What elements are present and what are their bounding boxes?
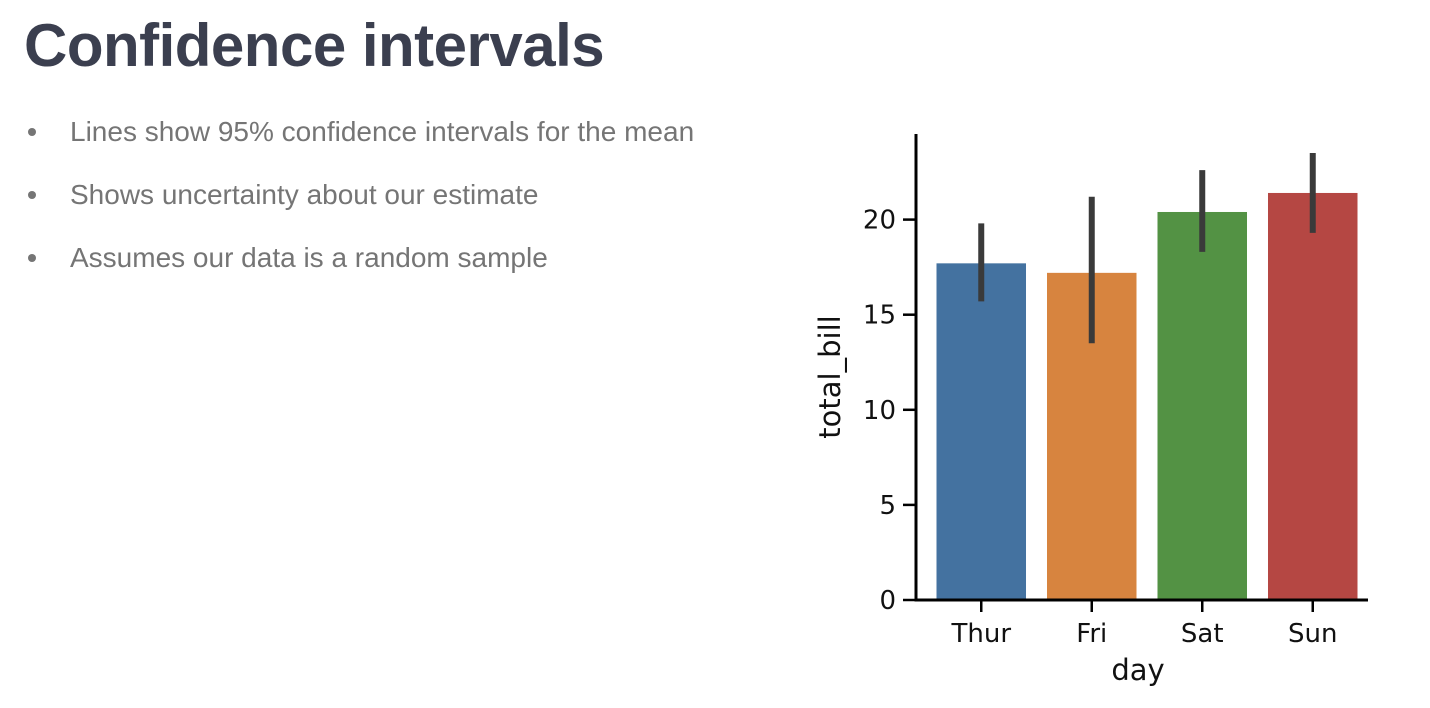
y-tick-label: 15: [863, 301, 896, 331]
bullet-dot-icon: [28, 191, 36, 199]
y-tick-label: 0: [879, 586, 896, 616]
bullet-dot-icon: [28, 128, 36, 136]
x-tick-label: Sat: [1181, 619, 1224, 649]
bullet-dot-icon: [28, 254, 36, 262]
slide-title: Confidence intervals: [24, 12, 605, 79]
bullet-item: Lines show 95% confidence intervals for …: [24, 108, 714, 156]
x-tick-label: Thur: [950, 619, 1011, 649]
x-tick-label: Sun: [1288, 619, 1337, 649]
y-axis-label: total_bill: [813, 315, 847, 438]
y-tick-label: 10: [863, 396, 896, 426]
bullet-item: Assumes our data is a random sample: [24, 234, 714, 282]
bullet-text: Assumes our data is a random sample: [70, 242, 548, 273]
bar-sat: [1157, 211, 1248, 600]
x-axis-label: day: [1111, 653, 1164, 687]
y-tick-label: 5: [879, 491, 896, 521]
bar-chart: 0 5 10 15 20 Thur Fri Sat Sun day total_bill: [813, 134, 1368, 687]
x-tick-label: Fri: [1076, 619, 1107, 649]
bullet-list: Lines show 95% confidence intervals for …: [24, 108, 714, 297]
bullet-text: Lines show 95% confidence intervals for …: [70, 116, 695, 147]
bar-sun: [1267, 192, 1358, 600]
bar-thur: [936, 263, 1027, 600]
bullet-text: Shows uncertainty about our estimate: [70, 179, 539, 210]
bullet-item: Shows uncertainty about our estimate: [24, 171, 714, 219]
y-tick-label: 20: [863, 206, 896, 236]
